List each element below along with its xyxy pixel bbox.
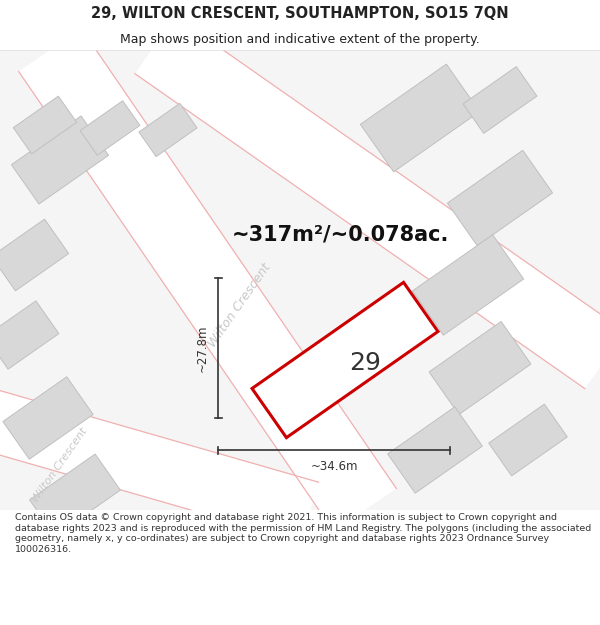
Polygon shape — [488, 404, 568, 476]
Polygon shape — [139, 103, 197, 157]
Polygon shape — [80, 101, 140, 155]
Polygon shape — [0, 219, 68, 291]
Polygon shape — [3, 377, 93, 459]
Text: 29, WILTON CRESCENT, SOUTHAMPTON, SO15 7QN: 29, WILTON CRESCENT, SOUTHAMPTON, SO15 7… — [91, 6, 509, 21]
Polygon shape — [19, 29, 397, 531]
Polygon shape — [135, 16, 600, 389]
Text: Map shows position and indicative extent of the property.: Map shows position and indicative extent… — [120, 32, 480, 46]
Polygon shape — [412, 235, 524, 335]
Polygon shape — [0, 301, 59, 369]
Polygon shape — [463, 67, 537, 133]
Polygon shape — [429, 321, 531, 414]
Text: ~34.6m: ~34.6m — [310, 459, 358, 472]
Polygon shape — [29, 454, 121, 536]
Text: Wilton Crescent: Wilton Crescent — [206, 261, 274, 349]
Polygon shape — [388, 407, 482, 493]
Text: Wilton Crescent: Wilton Crescent — [31, 426, 89, 504]
Text: Contains OS data © Crown copyright and database right 2021. This information is : Contains OS data © Crown copyright and d… — [15, 514, 591, 554]
Text: ~27.8m: ~27.8m — [196, 324, 209, 372]
Polygon shape — [252, 282, 438, 438]
Text: 29: 29 — [349, 351, 381, 375]
Polygon shape — [361, 64, 479, 172]
Polygon shape — [0, 390, 319, 542]
Polygon shape — [448, 151, 553, 246]
Polygon shape — [13, 96, 77, 154]
Polygon shape — [11, 116, 109, 204]
Text: ~317m²/~0.078ac.: ~317m²/~0.078ac. — [232, 225, 449, 245]
